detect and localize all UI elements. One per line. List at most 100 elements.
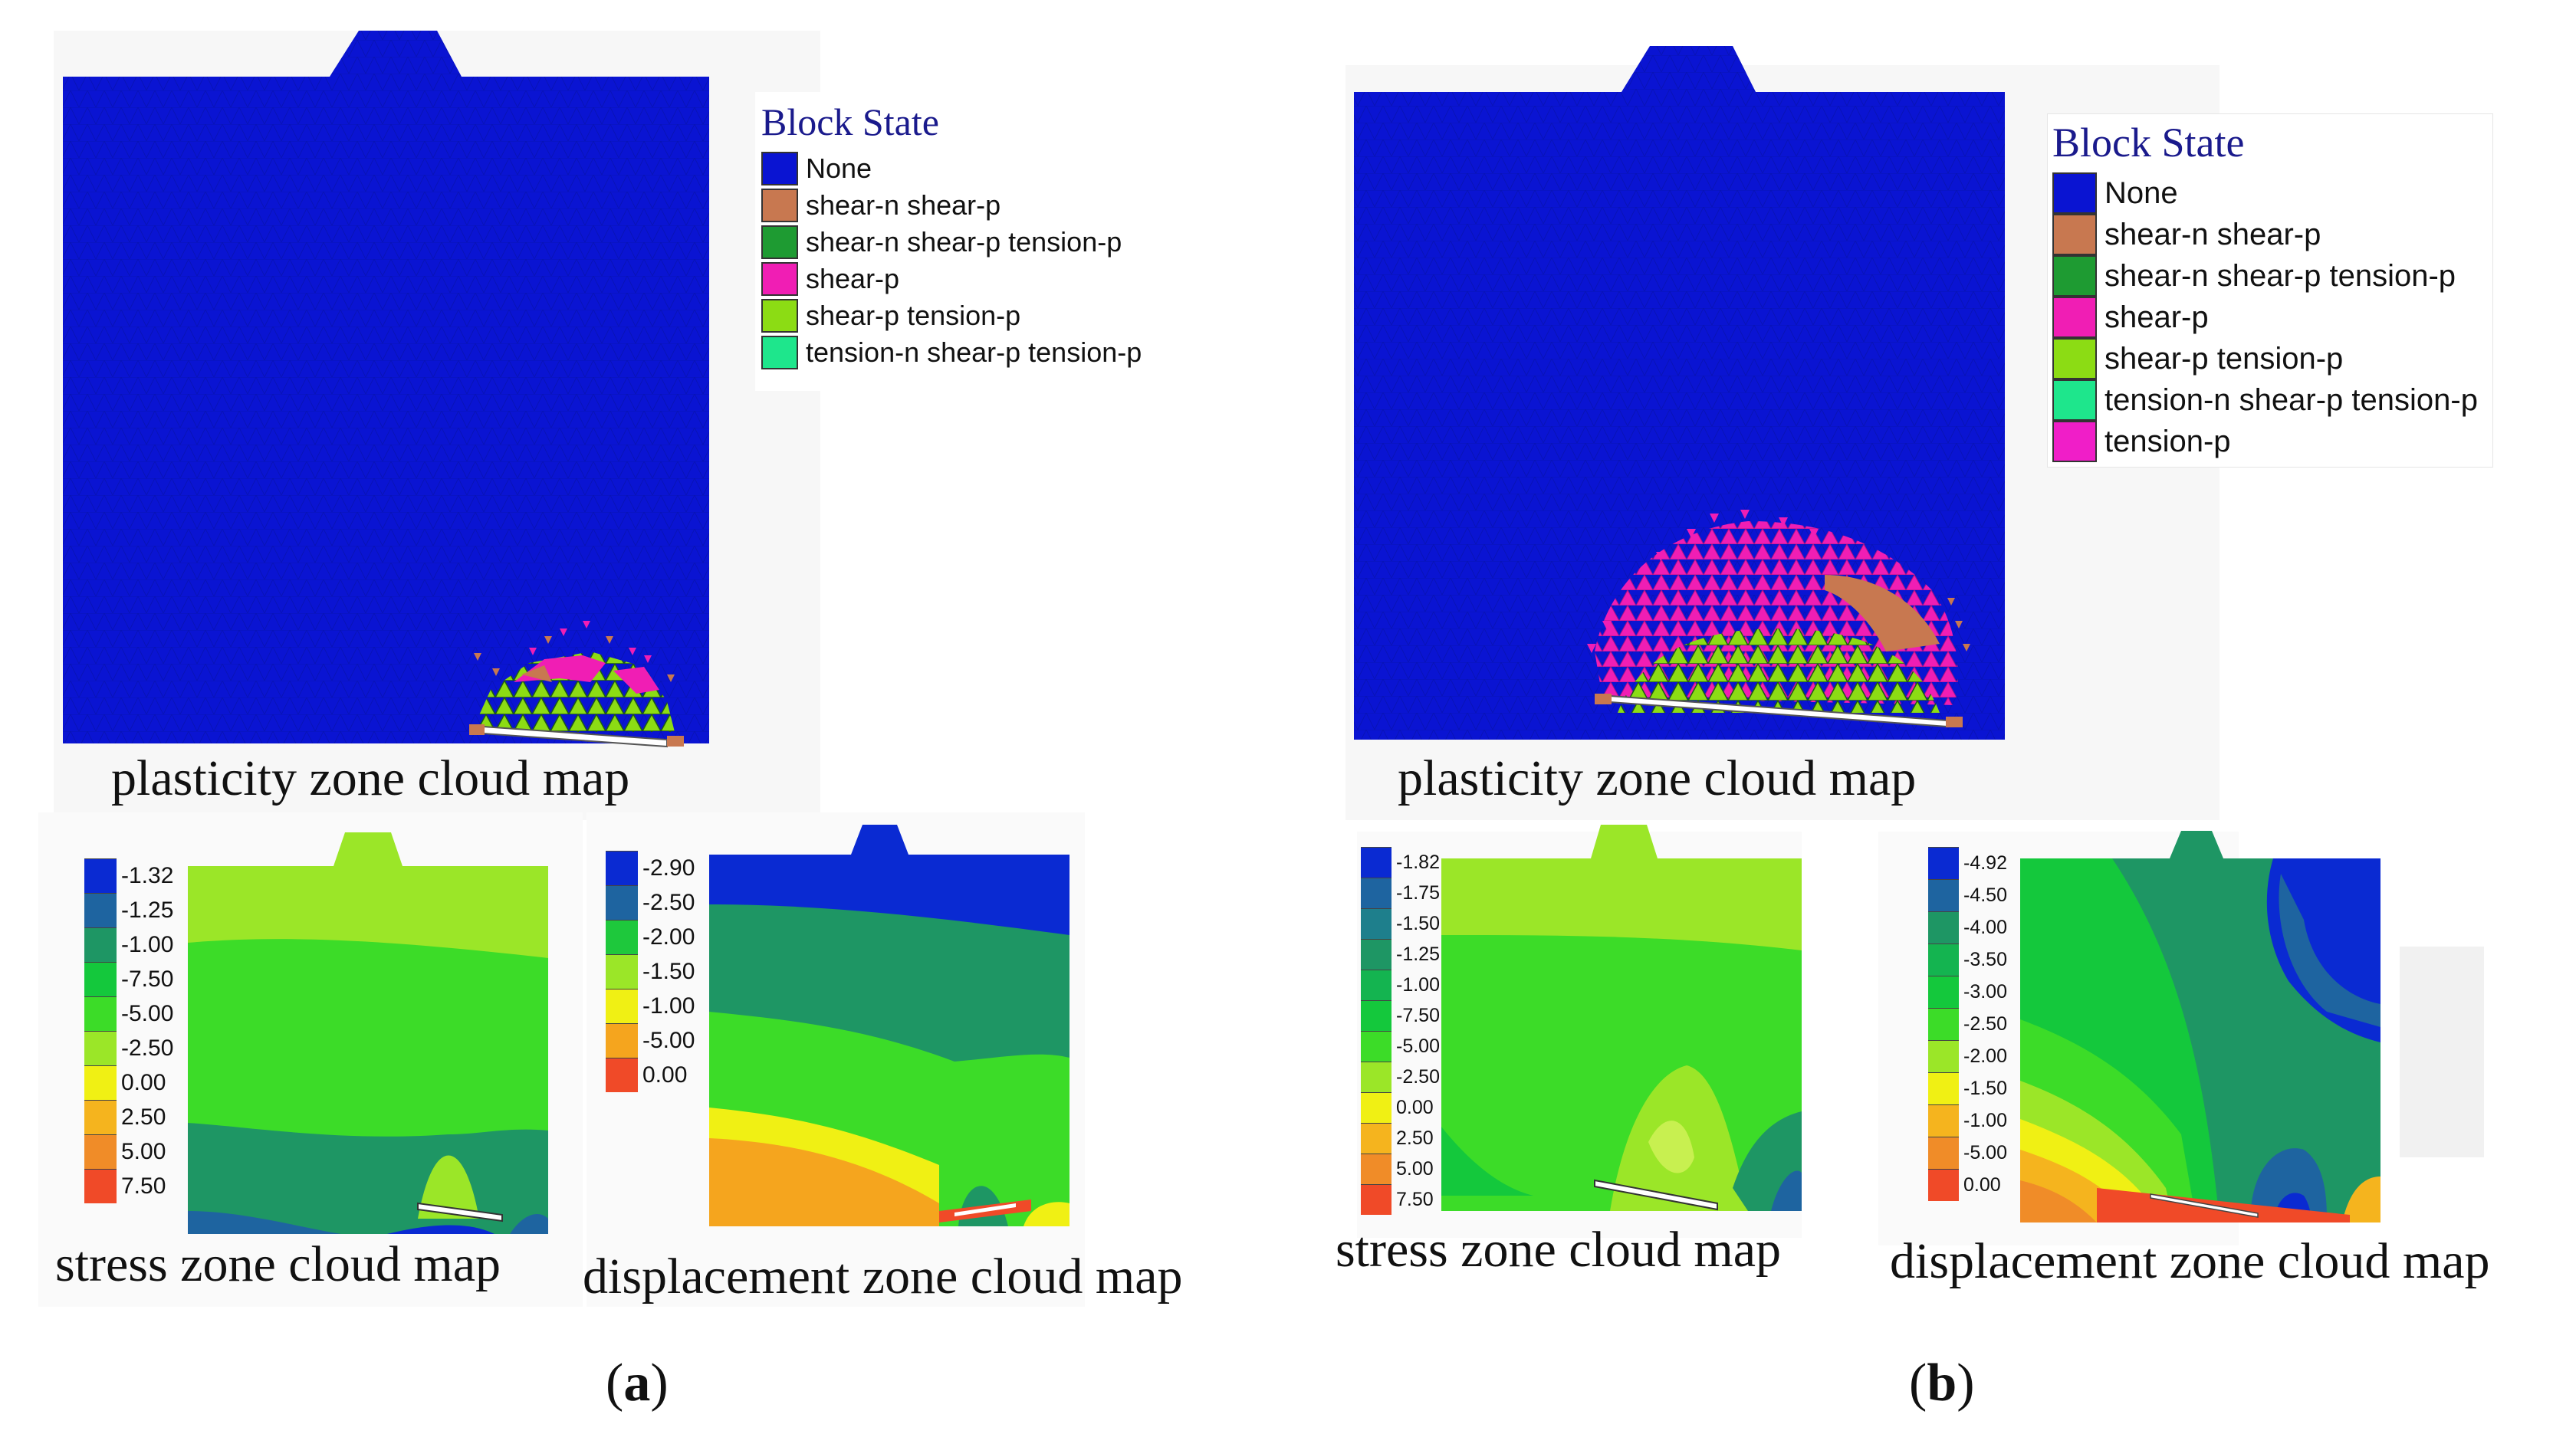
plasticity-caption-a: plasticity zone cloud map [111,750,630,806]
scale-step: 5.00 [1361,1154,1440,1184]
legend-label: shear-n shear-p tension-p [806,226,1122,258]
legend-label: tension-p [2104,424,2231,458]
stress-zone-map-a [188,832,548,1234]
legend-item: shear-p tension-p [761,299,1142,333]
scale-swatch [1928,1104,1959,1137]
legend-label: shear-n shear-p tension-p [2104,258,2456,293]
scale-label: -2.50 [1396,1065,1440,1088]
legend-swatch [2052,255,2097,297]
scale-swatch [1928,911,1959,944]
panel-a: Block State None shear-n shear-p shear-n s… [55,31,1183,1413]
scale-label: 0.00 [121,1069,166,1095]
legend-label: tension-n shear-p tension-p [806,336,1142,368]
scale-step: -3.00 [1928,976,2007,1008]
scale-step: 0.00 [84,1065,173,1100]
scale-label: 0.00 [1963,1173,2001,1196]
scale-step: -5.00 [1361,1031,1440,1062]
scale-step: -5.00 [1928,1137,2007,1169]
scale-swatch [1361,878,1392,908]
scale-swatch [84,1169,117,1203]
scale-label: 7.50 [1396,1188,1434,1210]
scale-step: 7.50 [1361,1184,1440,1215]
scale-step: -1.50 [606,954,695,989]
scale-label: -1.82 [1396,851,1440,873]
legend-item: tension-p [2052,421,2478,462]
scale-label: -1.00 [642,993,695,1019]
legend-swatch [761,336,798,369]
scale-step: -2.50 [1361,1062,1440,1092]
scale-label: -5.00 [642,1027,695,1053]
panel-label-b: (b) [1909,1353,1975,1414]
displacement-color-scale-b: -4.92 -4.50 -4.00 -3.50 -3.00 -2.50 -2.00 -1.50… [1928,847,2007,1201]
scale-label: -2.50 [1963,1012,2007,1035]
scale-step: -1.00 [1928,1104,2007,1137]
displacement-zone-map-a [709,825,1070,1226]
scale-step: -3.50 [1928,944,2007,976]
panel-label-close: ) [650,1354,669,1413]
plasticity-caption-b: plasticity zone cloud map [1398,750,1917,806]
scale-swatch [84,893,117,927]
scale-step: 2.50 [1361,1123,1440,1154]
scale-swatch [606,851,638,885]
stress-color-scale-b: -1.82 -1.75 -1.50 -1.25 -1.00 -7.50 -5.00 -2.50… [1361,847,1440,1215]
block-state-legend-a: Block State None shear-n shear-p shear-n s… [755,92,1146,391]
scale-swatch [606,1023,638,1058]
panel-label-open: ( [606,1354,624,1413]
legend-label: shear-n shear-p [2104,217,2321,251]
scale-swatch [84,962,117,996]
legend-title: Block State [761,100,939,143]
scale-swatch [1361,1062,1392,1092]
scale-label: 5.00 [1396,1157,1434,1180]
scale-swatch [1928,1008,1959,1040]
legend-item: shear-n shear-p tension-p [761,225,1142,259]
legend-swatch [2052,338,2097,379]
scale-step: 2.50 [84,1100,173,1134]
scale-step: -1.75 [1361,878,1440,908]
legend-item: shear-n shear-p [2052,214,2478,255]
scale-step: -4.92 [1928,847,2007,879]
scale-step: -5.00 [84,996,173,1031]
legend-label: shear-p tension-p [806,300,1021,331]
scale-step: -2.00 [606,920,695,954]
scale-label: 2.50 [1396,1127,1434,1149]
legend-swatch [761,225,798,259]
legend-swatch [2052,379,2097,421]
legend-label: None [2104,176,2178,210]
scale-step: 0.00 [1361,1092,1440,1123]
legend-label: shear-p [806,263,900,294]
scale-label: -1.00 [1396,973,1440,996]
scale-step: -1.00 [84,927,173,962]
legend-label: shear-p tension-p [2104,341,2344,376]
scale-label: -1.25 [1396,943,1440,965]
panel-label-letter: b [1927,1354,1957,1413]
scale-label: -2.50 [642,889,695,915]
scale-label: 7.50 [121,1173,166,1199]
scale-swatch [1361,1184,1392,1215]
scale-step: -4.00 [1928,911,2007,944]
legend-swatch [2052,297,2097,338]
scale-label: 0.00 [1396,1096,1434,1118]
scale-label: -1.75 [1396,881,1440,904]
scale-swatch [1361,1000,1392,1031]
scale-step: -1.82 [1361,847,1440,878]
scale-swatch [606,954,638,989]
scale-step: -1.25 [1361,939,1440,970]
legend-item: shear-p [2052,297,2478,338]
scale-swatch [1361,847,1392,878]
scale-step: -4.50 [1928,879,2007,911]
scale-step: 5.00 [84,1134,173,1169]
scale-label: -1.00 [121,931,174,957]
panel-b: Block State None shear-n shear-p shear-n s… [1288,0,2576,1444]
plasticity-zone-map-a [63,31,709,748]
legend-swatch [761,189,798,222]
legend-item: shear-n shear-p [761,189,1142,222]
scale-step: -1.25 [84,893,173,927]
scale-label: -2.50 [121,1035,174,1061]
panel-label-close: ) [1957,1354,1975,1413]
legend-label: shear-p [2104,300,2209,334]
stress-zone-map-b [1441,825,1802,1211]
legend-item: tension-n shear-p tension-p [761,336,1142,369]
scale-swatch [84,996,117,1031]
scale-step: -7.50 [84,962,173,996]
scale-label: -1.32 [121,862,174,888]
